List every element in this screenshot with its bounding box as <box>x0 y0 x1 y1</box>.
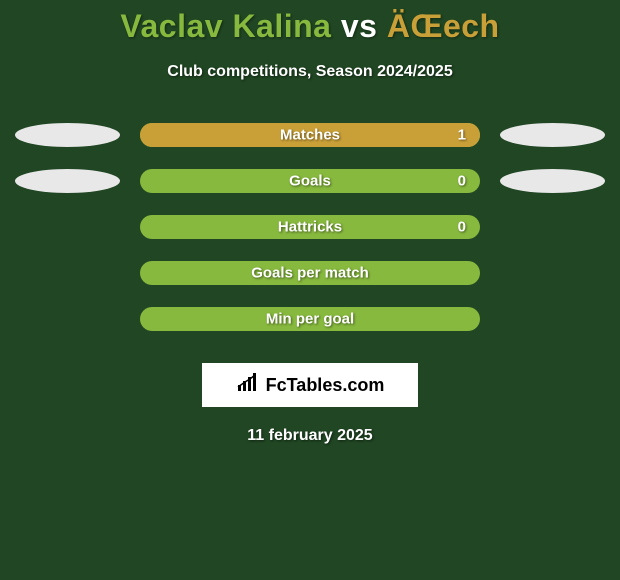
date-text: 11 february 2025 <box>0 427 620 445</box>
stat-label: Goals <box>289 173 331 190</box>
stat-row: Goals per match <box>0 261 620 285</box>
right-value-bubble <box>500 169 605 193</box>
logo-box: FcTables.com <box>202 363 418 407</box>
stat-label: Hattricks <box>278 219 342 236</box>
right-value-bubble <box>500 123 605 147</box>
stat-row: Hattricks 0 <box>0 215 620 239</box>
stat-row: Min per goal <box>0 307 620 331</box>
chart-icon <box>236 373 260 398</box>
stat-bar: Hattricks 0 <box>140 215 480 239</box>
subtitle: Club competitions, Season 2024/2025 <box>0 63 620 81</box>
stat-rows: Matches 1 Goals 0 Hattricks 0 Goals per match M… <box>0 123 620 331</box>
page-title: Vaclav Kalina vs ÄŒech <box>0 0 620 45</box>
logo-text: FcTables.com <box>266 375 385 396</box>
stat-value: 0 <box>458 173 466 190</box>
comparison-card: Vaclav Kalina vs ÄŒech Club competitions… <box>0 0 620 580</box>
left-value-bubble <box>15 169 120 193</box>
stat-label: Matches <box>280 127 340 144</box>
stat-bar: Goals 0 <box>140 169 480 193</box>
stat-row: Goals 0 <box>0 169 620 193</box>
stat-label: Goals per match <box>251 265 369 282</box>
stat-row: Matches 1 <box>0 123 620 147</box>
stat-value: 1 <box>458 127 466 144</box>
stat-value: 0 <box>458 219 466 236</box>
player-left-name: Vaclav Kalina <box>120 8 331 44</box>
stat-bar: Goals per match <box>140 261 480 285</box>
stat-bar: Matches 1 <box>140 123 480 147</box>
left-value-bubble <box>15 123 120 147</box>
player-right-name: ÄŒech <box>387 8 500 44</box>
stat-bar: Min per goal <box>140 307 480 331</box>
stat-label: Min per goal <box>266 311 354 328</box>
title-vs: vs <box>331 8 386 44</box>
